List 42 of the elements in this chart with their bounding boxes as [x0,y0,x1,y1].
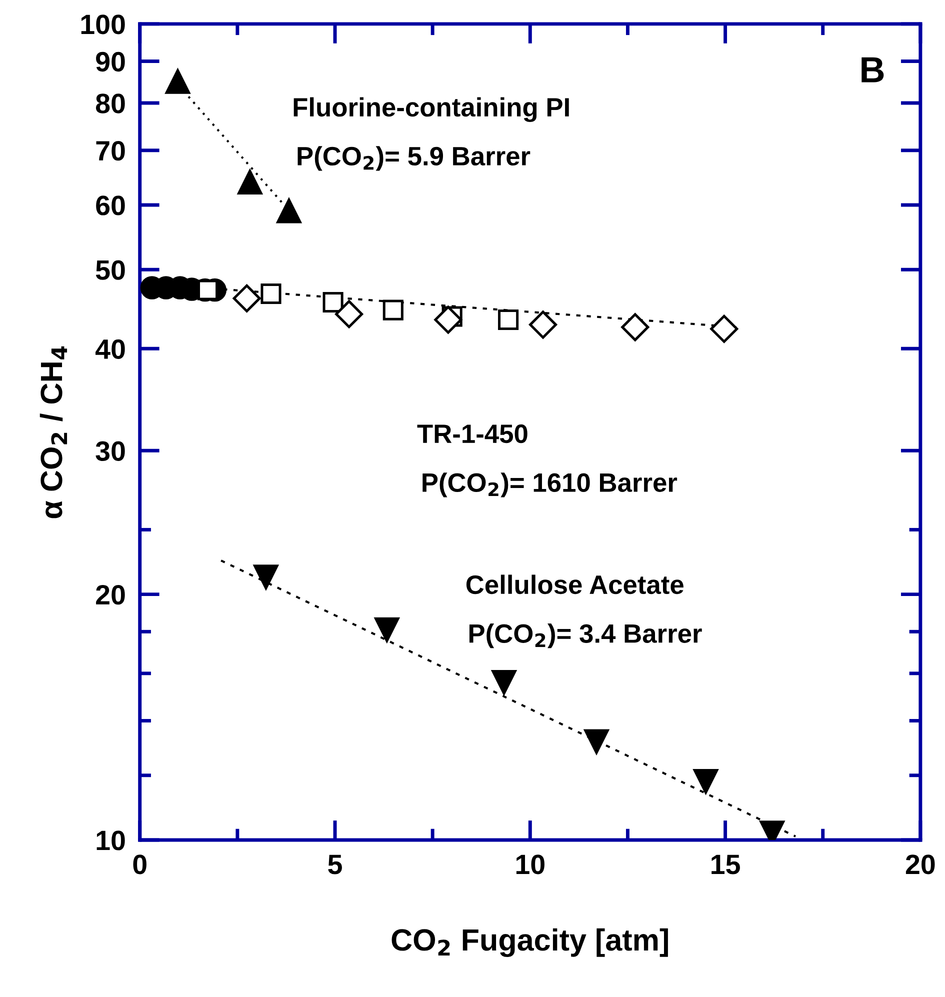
annotation: P(CO$_{2}$)= 5.9 Barrer [298,146,530,171]
point [232,284,261,312]
point [492,670,516,695]
point [165,69,190,94]
y-tick-label: 50 [96,260,125,280]
point [434,306,462,334]
annotation: Fluorine-containing PI [294,97,569,122]
y-tick-label: 20 [96,584,125,605]
y-tick-label: 40 [96,339,125,360]
y-tick-label: 60 [96,196,125,216]
point [621,313,650,342]
y-tick-label: 70 [96,141,125,161]
x-tick-label: 0 [133,854,146,874]
point [238,170,262,194]
point [693,768,718,794]
y-axis-title: α CO$_{2}$ / CH$_{4}$ [40,346,68,518]
x-axis-title: CO$_{2}$ Fugacity [atm] [392,928,668,957]
point [529,310,558,339]
annotation: P(CO$_{2}$)= 3.4 Barrer [469,624,702,648]
point [322,292,344,313]
y-tick-label: 80 [96,94,125,114]
y-tick-label: 30 [96,441,125,461]
x-tick-label: 20 [906,854,935,874]
point [382,300,404,320]
annotation: TR-1-450 [417,424,528,444]
point [335,300,364,328]
y-tick-label: 90 [96,52,125,72]
annotation: P(CO$_{2}$)= 1610 Barrer [422,472,678,498]
point [374,617,400,642]
point [276,198,302,224]
point [260,284,282,304]
point [254,564,278,590]
x-tick-label: 15 [712,854,740,874]
y-tick-label: 10 [96,830,125,850]
point [584,729,609,754]
x-tick-label: 5 [328,854,342,874]
y-tick-label: 100 [81,14,125,34]
annotation: Cellulose Acetate [466,574,684,594]
point [710,314,738,343]
point [498,309,519,330]
annotation: B [862,57,884,82]
x-tick-label: 10 [516,854,544,874]
